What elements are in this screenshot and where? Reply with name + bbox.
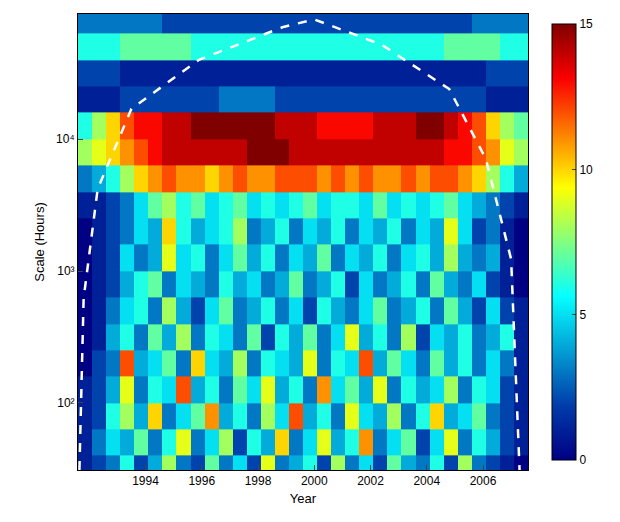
svg-text:Scale (Hours): Scale (Hours): [32, 202, 47, 281]
svg-text:2002: 2002: [357, 474, 384, 488]
svg-text:10: 10: [579, 163, 593, 177]
svg-text:2004: 2004: [413, 474, 440, 488]
svg-text:2006: 2006: [470, 474, 497, 488]
svg-text:10⁴: 10⁴: [56, 132, 75, 146]
svg-text:10³: 10³: [57, 264, 74, 278]
svg-text:2000: 2000: [301, 474, 328, 488]
svg-text:1996: 1996: [188, 474, 215, 488]
svg-text:10²: 10²: [57, 396, 74, 410]
svg-text:Year: Year: [290, 491, 317, 506]
svg-text:15: 15: [579, 17, 593, 31]
svg-text:5: 5: [579, 308, 586, 322]
svg-text:0: 0: [579, 453, 586, 467]
svg-text:1994: 1994: [132, 474, 159, 488]
svg-text:1998: 1998: [245, 474, 272, 488]
